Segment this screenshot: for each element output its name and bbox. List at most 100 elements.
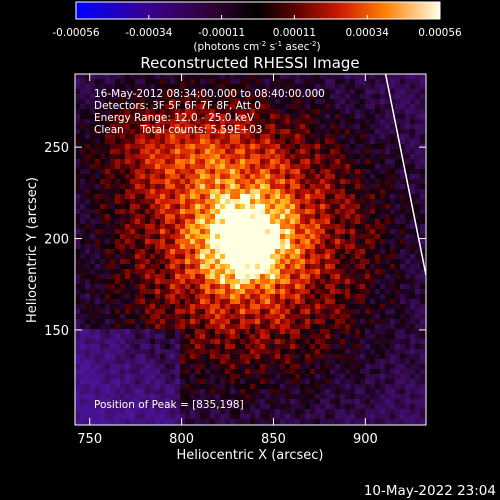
heatmap-cell xyxy=(180,309,186,315)
heatmap-cell xyxy=(235,179,241,185)
heatmap-cell xyxy=(165,344,171,350)
heatmap-cell xyxy=(365,354,371,360)
heatmap-cell xyxy=(235,94,241,100)
heatmap-cell xyxy=(160,389,166,395)
heatmap-cell xyxy=(305,274,311,280)
heatmap-cell xyxy=(195,144,201,150)
heatmap-cell xyxy=(235,209,241,215)
heatmap-cell xyxy=(405,174,411,180)
heatmap-cell xyxy=(250,279,256,285)
heatmap-cell xyxy=(220,324,226,330)
heatmap-cell xyxy=(380,259,386,265)
heatmap-cell xyxy=(240,204,246,210)
heatmap-cell xyxy=(115,274,121,280)
heatmap-cell xyxy=(75,244,81,250)
heatmap-cell xyxy=(180,94,186,100)
heatmap-cell xyxy=(335,114,341,120)
heatmap-cell xyxy=(255,249,261,255)
heatmap-cell xyxy=(385,154,391,160)
heatmap-cell xyxy=(120,84,126,90)
heatmap-cell xyxy=(305,74,311,80)
heatmap-cell xyxy=(220,94,226,100)
heatmap-cell xyxy=(115,214,121,220)
heatmap-cell xyxy=(400,204,406,210)
heatmap-cell xyxy=(255,414,261,420)
heatmap-cell xyxy=(105,274,111,280)
heatmap-cell xyxy=(110,169,116,175)
heatmap-cell xyxy=(385,404,391,410)
heatmap-cell xyxy=(370,194,376,200)
heatmap-cell xyxy=(220,109,226,115)
heatmap-cell xyxy=(385,289,391,295)
heatmap-cell xyxy=(225,249,231,255)
heatmap-cell xyxy=(370,134,376,140)
heatmap-cell xyxy=(85,274,91,280)
heatmap-cell xyxy=(230,274,236,280)
heatmap-cell xyxy=(165,289,171,295)
heatmap-cell xyxy=(255,134,261,140)
heatmap-cell xyxy=(250,229,256,235)
heatmap-cell xyxy=(315,419,321,425)
heatmap-cell xyxy=(220,159,226,165)
heatmap-cell xyxy=(340,144,346,150)
heatmap-cell xyxy=(185,209,191,215)
heatmap-cell xyxy=(300,184,306,190)
heatmap-cell xyxy=(225,404,231,410)
heatmap-cell xyxy=(240,99,246,105)
heatmap-cell xyxy=(280,314,286,320)
heatmap-cell xyxy=(170,199,176,205)
heatmap-cell xyxy=(360,74,366,80)
heatmap-cell xyxy=(260,399,266,405)
heatmap-cell xyxy=(400,229,406,235)
heatmap-cell xyxy=(110,379,116,385)
heatmap-cell xyxy=(130,124,136,130)
heatmap-cell xyxy=(150,279,156,285)
heatmap-cell xyxy=(100,179,106,185)
heatmap-cell xyxy=(140,309,146,315)
heatmap-cell xyxy=(420,89,426,95)
heatmap-cell xyxy=(380,289,386,295)
heatmap-cell xyxy=(270,224,276,230)
heatmap-cell xyxy=(205,129,211,135)
heatmap-cell xyxy=(335,239,341,245)
heatmap-cell xyxy=(405,329,411,335)
heatmap-cell xyxy=(285,404,291,410)
heatmap-cell xyxy=(190,229,196,235)
heatmap-cell xyxy=(390,314,396,320)
heatmap-cell xyxy=(110,289,116,295)
heatmap-cell xyxy=(250,79,256,85)
heatmap-cell xyxy=(305,369,311,375)
heatmap-cell xyxy=(295,289,301,295)
heatmap-cell xyxy=(395,104,401,110)
heatmap-cell xyxy=(130,244,136,250)
heatmap-cell xyxy=(210,224,216,230)
heatmap-cell xyxy=(320,324,326,330)
heatmap-cell xyxy=(390,239,396,245)
heatmap-cell xyxy=(240,379,246,385)
heatmap-cell xyxy=(375,329,381,335)
heatmap-cell xyxy=(140,244,146,250)
heatmap-cell xyxy=(80,249,86,255)
heatmap-cell xyxy=(200,234,206,240)
heatmap-cell xyxy=(415,404,421,410)
heatmap-cell xyxy=(115,404,121,410)
heatmap-cell xyxy=(140,294,146,300)
heatmap-cell xyxy=(90,214,96,220)
heatmap-cell xyxy=(170,404,176,410)
heatmap-cell xyxy=(270,104,276,110)
heatmap-cell xyxy=(210,94,216,100)
heatmap-cell xyxy=(215,234,221,240)
heatmap-cell xyxy=(400,379,406,385)
heatmap-cell xyxy=(190,84,196,90)
heatmap-cell xyxy=(365,74,371,80)
heatmap-cell xyxy=(100,324,106,330)
heatmap-cell xyxy=(330,214,336,220)
heatmap-cell xyxy=(85,379,91,385)
heatmap-cell xyxy=(95,329,101,335)
heatmap-cell xyxy=(85,194,91,200)
heatmap-cell xyxy=(295,194,301,200)
heatmap-cell xyxy=(225,304,231,310)
heatmap-cell xyxy=(320,374,326,380)
heatmap-cell xyxy=(295,84,301,90)
heatmap-cell xyxy=(245,379,251,385)
